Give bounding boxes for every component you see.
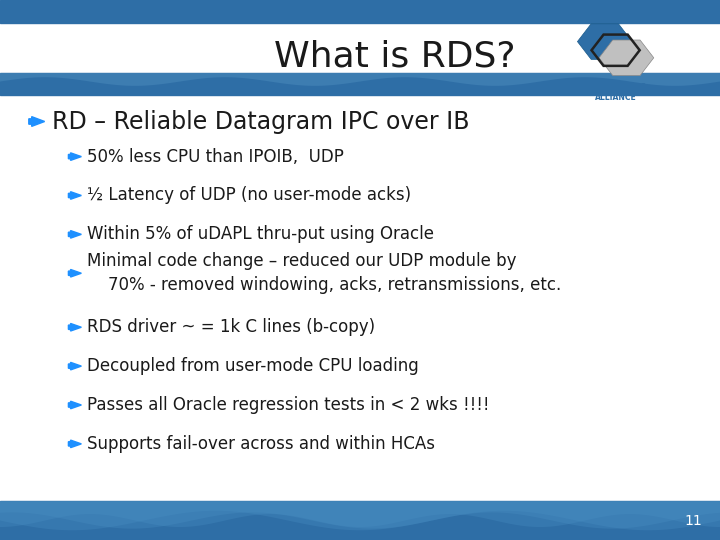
Polygon shape [0, 501, 720, 529]
Polygon shape [0, 501, 720, 530]
FancyArrow shape [68, 231, 81, 238]
FancyArrow shape [68, 269, 81, 277]
Bar [0, 501, 720, 540]
Bar [0, 0, 720, 23]
FancyArrow shape [68, 153, 81, 160]
Text: Supports fail-over across and within HCAs: Supports fail-over across and within HCA… [87, 435, 435, 453]
FancyArrow shape [68, 362, 81, 370]
FancyArrow shape [29, 117, 45, 126]
Text: OPEN​FABRICS
ALLIANCE: OPEN​FABRICS ALLIANCE [585, 83, 646, 102]
Text: Minimal code change – reduced our UDP module by
    70% - removed windowing, ack: Minimal code change – reduced our UDP mo… [87, 252, 562, 294]
Text: Decoupled from user-mode CPU loading: Decoupled from user-mode CPU loading [87, 357, 419, 375]
FancyArrow shape [68, 401, 81, 409]
Text: 50% less CPU than IPOIB,  UDP: 50% less CPU than IPOIB, UDP [87, 147, 344, 166]
Bar [0, 73, 720, 94]
Text: Within 5% of uDAPL thru-put using Oracle: Within 5% of uDAPL thru-put using Oracle [87, 225, 434, 244]
Text: RD – Reliable Datagram IPC over IB: RD – Reliable Datagram IPC over IB [52, 110, 469, 133]
FancyArrow shape [68, 192, 81, 199]
Text: Passes all Oracle regression tests in < 2 wks !!!!: Passes all Oracle regression tests in < … [87, 396, 490, 414]
FancyArrow shape [68, 440, 81, 448]
FancyArrow shape [68, 323, 81, 331]
Text: RDS driver ~ = 1k C lines (b-copy): RDS driver ~ = 1k C lines (b-copy) [87, 318, 375, 336]
Polygon shape [0, 73, 720, 86]
Text: ½ Latency of UDP (no user-mode acks): ½ Latency of UDP (no user-mode acks) [87, 186, 411, 205]
Polygon shape [0, 501, 720, 527]
Text: What is RDS?: What is RDS? [274, 40, 515, 73]
Text: 11: 11 [684, 514, 702, 528]
